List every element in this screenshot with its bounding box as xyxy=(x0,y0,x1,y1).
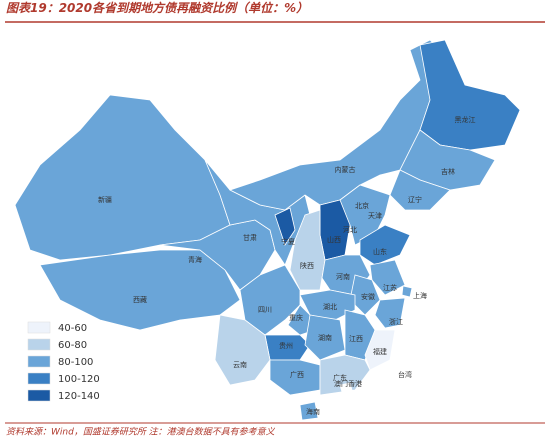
province-label: 广东 xyxy=(333,373,347,382)
province-label: 青海 xyxy=(188,255,202,264)
province-region xyxy=(369,259,406,296)
province-label: 湖南 xyxy=(318,333,332,342)
province-label: 浙江 xyxy=(389,317,403,326)
province-region xyxy=(14,94,231,261)
province-label: 辽宁 xyxy=(408,195,422,204)
province-label: 福建 xyxy=(373,347,387,356)
province-label: 河南 xyxy=(336,272,350,281)
province-region xyxy=(399,349,411,386)
province-label: 贵州 xyxy=(279,341,293,350)
title: 图表19：2020各省到期地方债再融资比例（单位：%） xyxy=(6,1,308,15)
province-label: 湖北 xyxy=(323,302,337,311)
legend: 40-60 60-80 80-100 100-120 120-140 xyxy=(27,321,100,402)
province-region xyxy=(419,39,521,151)
legend-label: 100-120 xyxy=(58,374,100,385)
province-label: 河北 xyxy=(343,226,357,234)
province-label: 海南 xyxy=(306,407,320,416)
province-label: 上海 xyxy=(413,291,427,300)
province-label: 台湾 xyxy=(398,370,412,379)
province-label: 甘肃 xyxy=(243,233,257,242)
province-label: 重庆 xyxy=(289,313,303,322)
legend-swatch xyxy=(27,321,51,334)
province-label: 新疆 xyxy=(98,195,112,204)
province-label: 天津 xyxy=(368,212,382,220)
legend-label: 120-140 xyxy=(58,391,100,402)
province-label: 澳门香港 xyxy=(334,379,362,388)
province-label: 江苏 xyxy=(383,283,397,292)
province-region xyxy=(304,314,346,361)
legend-swatch xyxy=(27,355,51,368)
legend-label: 80-100 xyxy=(58,357,93,368)
province-label: 安徽 xyxy=(361,292,375,301)
legend-swatch xyxy=(27,389,51,402)
province-label: 西藏 xyxy=(133,295,147,304)
province-label: 陕西 xyxy=(300,261,314,270)
province-region xyxy=(339,382,353,393)
province-region xyxy=(319,354,371,396)
source-note: 资料来源：Wind，国盛证券研究所 注：港澳台数据不具有参考意义 xyxy=(6,427,276,438)
province-region xyxy=(39,249,241,331)
province-label: 四川 xyxy=(258,306,272,314)
province-label: 黑龙江 xyxy=(455,115,476,124)
legend-label: 40-60 xyxy=(58,323,87,334)
province-label: 广西 xyxy=(290,370,304,379)
province-label: 北京 xyxy=(355,201,369,210)
province-label: 云南 xyxy=(233,360,247,369)
province-label: 宁夏 xyxy=(281,237,295,246)
province-region xyxy=(214,314,271,386)
province-region xyxy=(364,329,396,371)
province-region xyxy=(289,209,326,291)
province-label: 内蒙古 xyxy=(335,165,356,174)
province-region xyxy=(299,401,319,421)
legend-swatch xyxy=(27,372,51,385)
province-label: 山东 xyxy=(373,247,387,256)
province-label: 吉林 xyxy=(441,167,455,176)
province-label: 江西 xyxy=(349,335,363,343)
province-region xyxy=(401,285,413,298)
province-label: 山西 xyxy=(327,235,341,244)
legend-label: 60-80 xyxy=(58,340,87,351)
legend-swatch xyxy=(27,338,51,351)
province-region xyxy=(374,297,406,329)
